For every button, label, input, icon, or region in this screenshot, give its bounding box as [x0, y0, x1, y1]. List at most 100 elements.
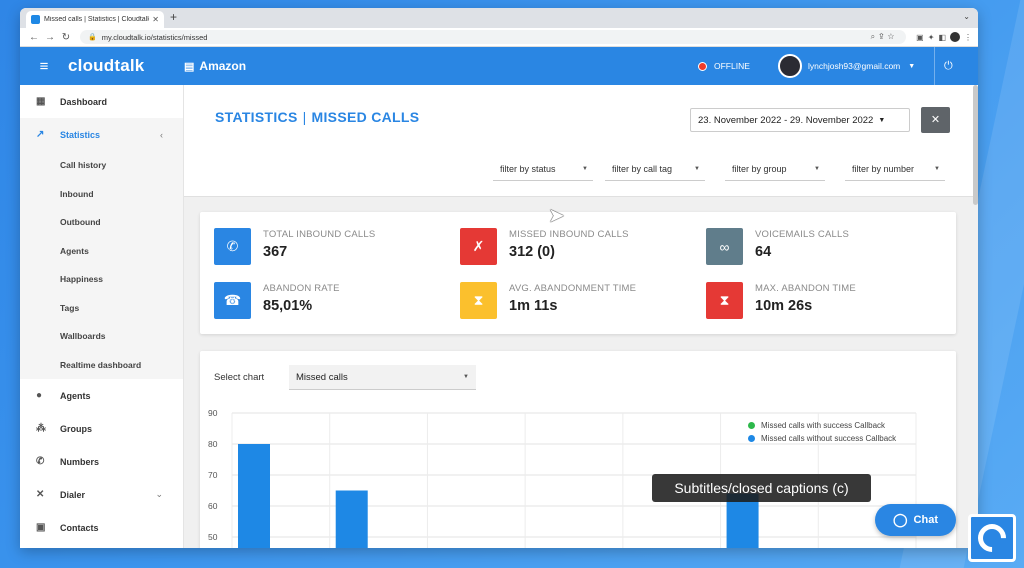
stats-summary-card: ✆ TOTAL INBOUND CALLS 367 ✗ MISSED INBOUN…: [200, 212, 956, 334]
sidebar-item-label: Agents: [60, 390, 91, 401]
stat-label: TOTAL INBOUND CALLS: [263, 229, 376, 240]
sidebar-item-statistics[interactable]: ↗ Statistics ‹: [20, 118, 183, 151]
page-title: STATISTICS | MISSED CALLS: [215, 109, 419, 125]
stat-value: 85,01%: [263, 298, 313, 314]
contacts-icon: ▣: [36, 522, 46, 533]
stat-label: MISSED INBOUND CALLS: [509, 229, 629, 240]
filter-status-dropdown[interactable]: filter by status ▼: [493, 157, 593, 181]
back-icon[interactable]: ←: [29, 31, 39, 43]
sidebar-item-dialer[interactable]: ✕ Dialer ⌄: [20, 478, 183, 511]
forward-icon[interactable]: →: [45, 31, 55, 43]
page-scrollbar[interactable]: [973, 85, 978, 205]
legend-dot-icon: [748, 422, 755, 429]
sidebar: ▦ Dashboard ↗ Statistics ‹ Call history Inb…: [20, 85, 184, 548]
user-menu[interactable]: lynchjosh93@gmail.com ▼: [778, 47, 915, 85]
sidebar-item-label: Happiness: [60, 274, 103, 285]
chevron-down-icon: ⌄: [155, 489, 163, 499]
chart-type-value: Missed calls: [296, 371, 348, 383]
bar[interactable]: [335, 490, 368, 549]
close-tab-icon[interactable]: ✕: [152, 15, 159, 24]
caret-down-icon: ▼: [694, 165, 700, 172]
stat-max-abandon: ⧗ MAX. ABANDON TIME 10m 26s: [706, 282, 856, 319]
sidebar-item-contacts[interactable]: ▣ Contacts: [20, 511, 183, 544]
stat-avg-abandonment: ⧗ AVG. ABANDONMENT TIME 1m 11s: [460, 282, 636, 319]
sidebar-item-agents[interactable]: ● Agents: [20, 379, 183, 412]
caret-down-icon: ▼: [582, 165, 588, 172]
new-tab-icon[interactable]: +: [170, 10, 178, 24]
browser-tabbar: Missed calls | Statistics | Cloudtalk ✕ …: [20, 8, 978, 28]
filter-label: filter by number: [852, 163, 915, 174]
sidebar-item-label: Numbers: [60, 456, 100, 467]
video-caption-tooltip: Subtitles/closed captions (c): [652, 474, 871, 502]
url-field[interactable]: 🔒 my.cloudtalk.io/statistics/missed ⌕⇪☆: [80, 30, 907, 44]
clear-dates-button[interactable]: ✕: [921, 107, 950, 133]
legend-label: Missed calls with success Callback: [761, 421, 886, 430]
filter-group-dropdown[interactable]: filter by group ▼: [725, 157, 825, 181]
menu-dots-icon[interactable]: ⋮: [964, 32, 972, 42]
sidebar-item-label: Call history: [60, 160, 107, 171]
omnibox-actions-icon[interactable]: ⌕⇪☆: [870, 32, 899, 41]
chevron-left-icon: ‹: [160, 129, 163, 140]
cloudtalk-favicon-icon: [31, 15, 40, 24]
cloudtalk-c-icon: [972, 518, 1012, 558]
sidebar-item-label: Agents: [60, 245, 89, 256]
statistics-header-panel: STATISTICS | MISSED CALLS 23. November 202…: [184, 85, 978, 197]
shuffle-icon: ✕: [36, 489, 45, 500]
phone-icon: ✆: [36, 456, 45, 467]
company-selector[interactable]: ▤ Amazon: [184, 59, 246, 73]
filter-call-tag-dropdown[interactable]: filter by call tag ▼: [605, 157, 705, 181]
filter-number-dropdown[interactable]: filter by number ▼: [845, 157, 945, 181]
reload-icon[interactable]: ↻: [61, 31, 71, 43]
tab-search-icon[interactable]: ⌄: [963, 12, 970, 21]
sidebar-sub-call-history[interactable]: Call history: [20, 151, 183, 180]
sidebar-item-label: Wallboards: [60, 331, 106, 342]
bar[interactable]: [238, 444, 270, 548]
cloudtalk-logo[interactable]: cloudtalk: [68, 56, 145, 75]
sidebar-sub-wallboards[interactable]: Wallboards: [20, 322, 183, 351]
title-separator: |: [302, 109, 307, 125]
stat-value: 64: [755, 244, 772, 260]
y-tick-label: 60: [208, 501, 218, 511]
browser-tab[interactable]: Missed calls | Statistics | Cloudtalk ✕: [26, 11, 164, 28]
url-text: my.cloudtalk.io/statistics/missed: [101, 32, 208, 42]
mouse-cursor-icon: ➤: [548, 205, 565, 227]
legend-item[interactable]: Missed calls with success Callback: [748, 419, 896, 432]
stat-value: 312 (0): [509, 244, 555, 260]
sidebar-sub-tags[interactable]: Tags: [20, 293, 183, 322]
sidebar-sub-outbound[interactable]: Outbound: [20, 208, 183, 237]
sidebar-item-numbers[interactable]: ✆ Numbers: [20, 445, 183, 478]
puzzle-icon[interactable]: ✦: [927, 32, 935, 42]
bar[interactable]: [726, 493, 759, 548]
hamburger-menu-icon[interactable]: ≡: [39, 57, 49, 75]
date-range-picker[interactable]: 23. November 2022 - 29. November 2022 ▼: [690, 108, 910, 132]
stat-value: 367: [263, 244, 288, 260]
caret-down-icon: ▼: [814, 165, 820, 172]
legend-label: Missed calls without success Callback: [761, 434, 897, 443]
chat-button[interactable]: ◯ Chat: [875, 504, 956, 536]
sidepanel-icon[interactable]: ◧: [938, 32, 946, 42]
chart-type-select[interactable]: Missed calls ▼: [289, 365, 476, 390]
sidebar-item-label: Statistics: [60, 129, 101, 140]
power-icon[interactable]: ⏻: [944, 60, 953, 72]
sidebar-item-groups[interactable]: ⁂ Groups: [20, 412, 183, 445]
status-toggle[interactable]: OFFLINE: [698, 47, 750, 85]
sidebar-item-dashboard[interactable]: ▦ Dashboard: [20, 85, 183, 118]
sidebar-item-label: Groups: [60, 423, 93, 434]
sidebar-sub-agents[interactable]: Agents: [20, 236, 183, 265]
profile-icon[interactable]: [950, 32, 960, 42]
chat-bubble-icon: ◯: [892, 512, 908, 527]
missed-calls-chart: 90 80 70 60 50: [208, 408, 917, 549]
header-divider: [934, 47, 935, 85]
caret-down-icon: ▼: [908, 62, 916, 70]
trending-icon: ↗: [36, 129, 45, 140]
status-label: OFFLINE: [714, 61, 750, 71]
extension-icon[interactable]: ▣: [916, 32, 924, 42]
stat-label: MAX. ABANDON TIME: [755, 283, 856, 294]
sidebar-sub-happiness[interactable]: Happiness: [20, 265, 183, 294]
sidebar-sub-realtime-dashboard[interactable]: Realtime dashboard: [20, 350, 183, 379]
stat-abandon-rate: ☎ ABANDON RATE 85,01%: [214, 282, 340, 319]
phone-icon: ✆: [214, 228, 251, 265]
legend-item[interactable]: Missed calls without success Callback: [748, 432, 896, 445]
stat-total-inbound: ✆ TOTAL INBOUND CALLS 367: [214, 228, 375, 265]
sidebar-sub-inbound[interactable]: Inbound: [20, 179, 183, 208]
